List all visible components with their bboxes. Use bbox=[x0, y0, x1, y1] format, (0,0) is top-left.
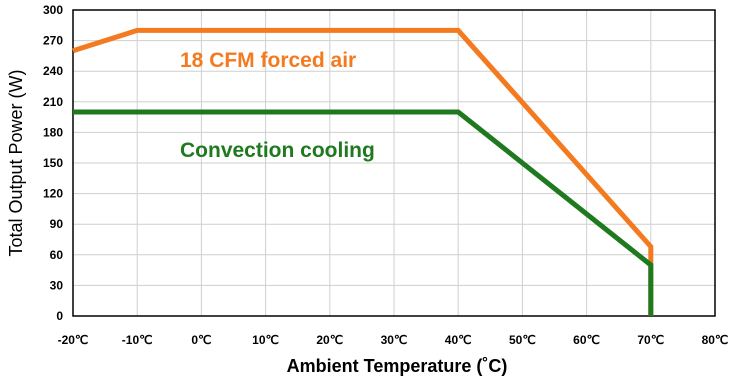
y-tick-label: 60 bbox=[50, 248, 64, 262]
y-tick-label: 270 bbox=[43, 34, 63, 48]
y-tick-label: 150 bbox=[43, 156, 63, 170]
x-tick-label: 40℃ bbox=[445, 333, 472, 347]
plot-frame bbox=[72, 9, 716, 317]
x-axis-label: Ambient Temperature (˚C) bbox=[287, 356, 508, 376]
x-tick-label: 50℃ bbox=[509, 333, 536, 347]
annotation-forced-air: 18 CFM forced air bbox=[180, 49, 356, 72]
x-tick-label: -10℃ bbox=[122, 333, 153, 347]
series-layer bbox=[72, 27, 654, 316]
y-tick-label: 120 bbox=[43, 187, 63, 201]
series-line-1 bbox=[73, 109, 654, 316]
y-tick-label: 30 bbox=[50, 278, 64, 292]
series-line-0 bbox=[72, 27, 654, 316]
y-tick-label: 210 bbox=[43, 95, 63, 109]
y-tick-label: 240 bbox=[43, 64, 63, 78]
y-tick-label: 180 bbox=[43, 125, 63, 139]
y-axis-label: Total Output Power (W) bbox=[6, 69, 26, 256]
grid-lines bbox=[72, 9, 716, 317]
x-tick-label: 60℃ bbox=[573, 333, 600, 347]
x-tick-label: 30℃ bbox=[381, 333, 408, 347]
x-tick-label: 80℃ bbox=[702, 333, 729, 347]
x-tick-label: 70℃ bbox=[637, 333, 664, 347]
x-tick-label: 10℃ bbox=[252, 333, 279, 347]
tick-labels: -20℃ -10℃ 0℃ 10℃ 20℃ 30℃ 40℃ 50℃ 60℃ 70℃ 80℃ 0 30 60 9… bbox=[43, 3, 728, 347]
x-tick-label: -20℃ bbox=[58, 333, 89, 347]
x-tick-label: 0℃ bbox=[191, 333, 211, 347]
y-tick-label: 90 bbox=[50, 217, 64, 231]
y-tick-label: 0 bbox=[56, 309, 63, 323]
annotation-convection: Convection cooling bbox=[180, 139, 375, 162]
y-tick-label: 300 bbox=[43, 3, 63, 17]
x-tick-label: 20℃ bbox=[316, 333, 343, 347]
